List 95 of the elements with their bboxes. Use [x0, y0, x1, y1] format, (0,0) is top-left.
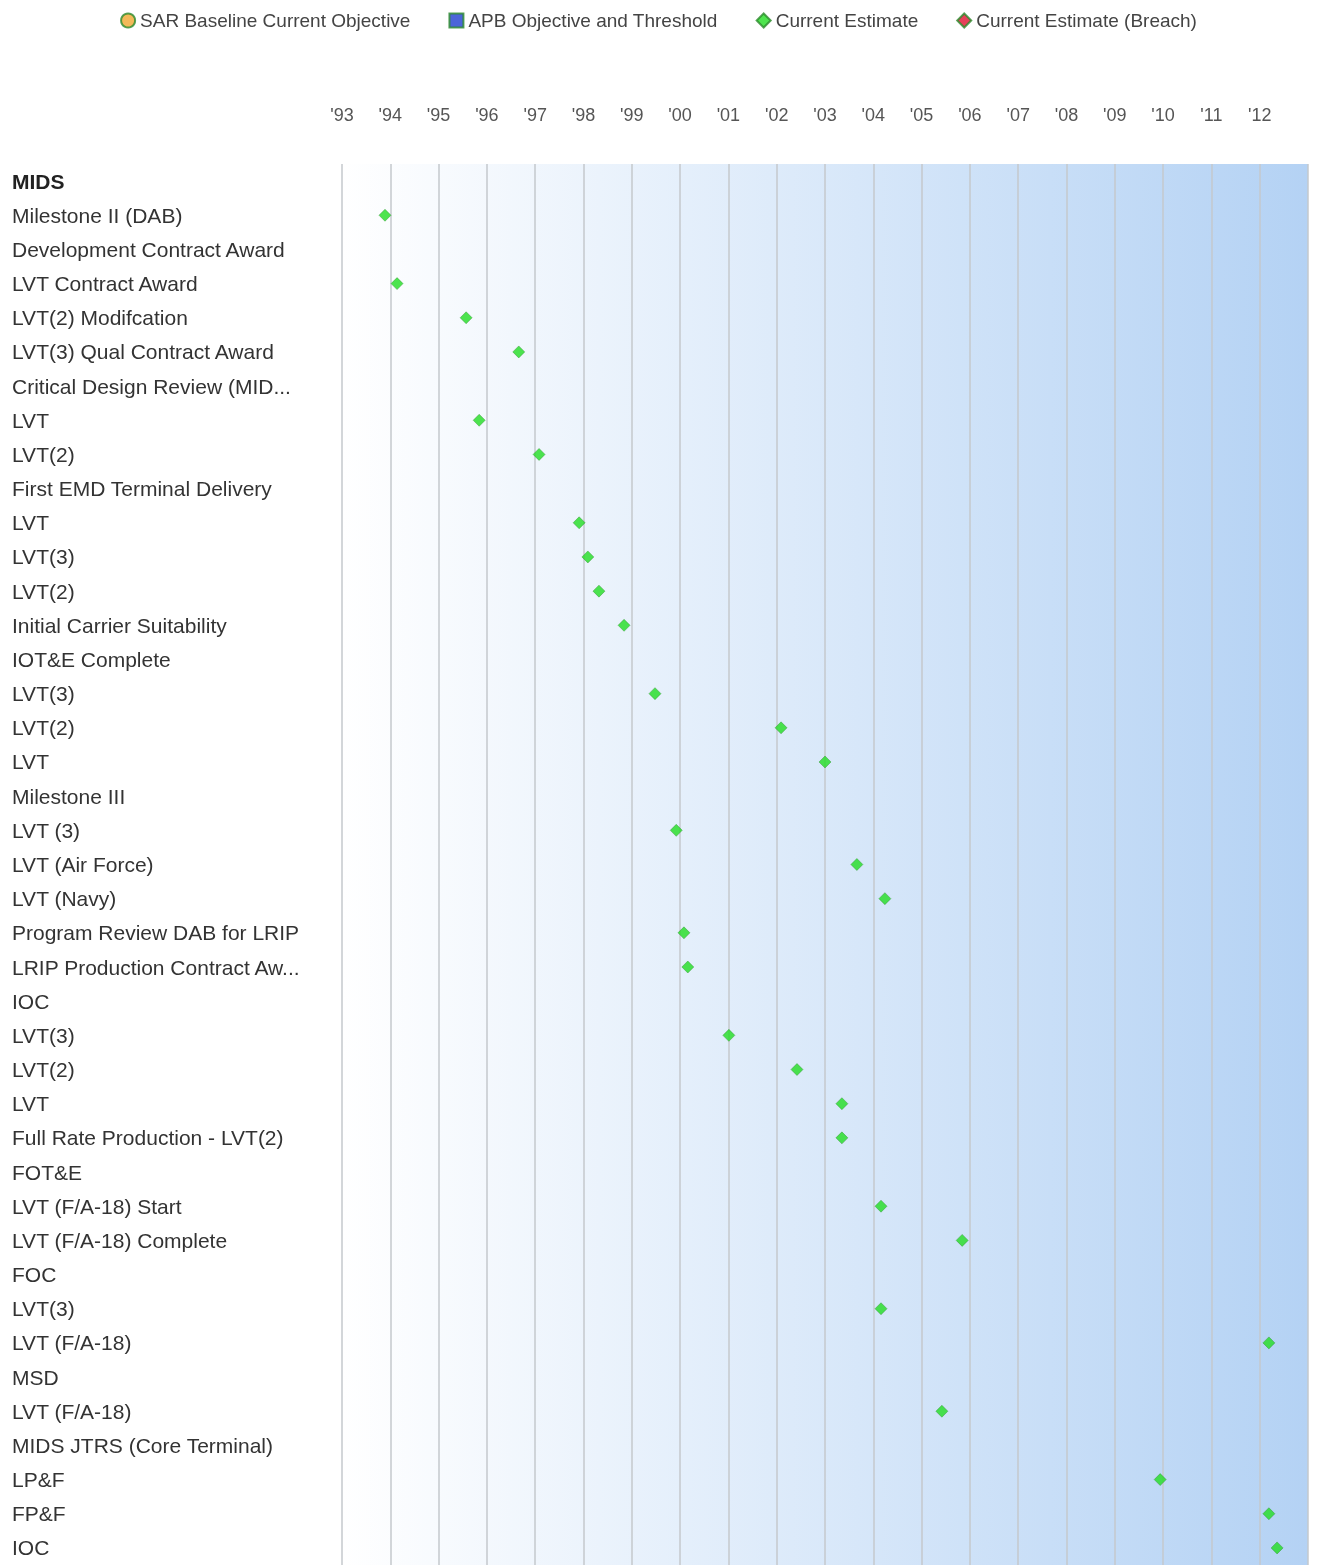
legend-label: Current Estimate	[775, 10, 919, 31]
y-tick-label: LVT (Navy)	[12, 887, 117, 911]
point	[378, 209, 392, 222]
y-tick-label: LVT Contract Award	[12, 272, 198, 296]
point	[532, 448, 546, 461]
point	[669, 824, 683, 837]
y-tick-label: LVT(3)	[12, 1297, 75, 1321]
y-tick-label: IOT&E Complete	[12, 647, 171, 671]
point	[681, 960, 695, 974]
x-tick-label: '97	[523, 105, 547, 125]
point	[774, 721, 788, 735]
point	[1262, 1507, 1276, 1520]
y-tick-label: LVT (F/A-18)	[12, 1399, 132, 1423]
legend-label: Current Estimate (Breach)	[976, 10, 1197, 31]
y-tick-label: LVT (3)	[12, 818, 81, 842]
point	[390, 277, 404, 290]
point	[512, 345, 526, 359]
y-tick-label: FOT&E	[12, 1160, 83, 1184]
y-tick-label: Development Contract Award	[12, 237, 285, 261]
point	[818, 755, 832, 769]
y-tick-label: MSD	[12, 1365, 59, 1389]
y-tick-label: LVT	[12, 1092, 50, 1116]
y-tick-label: IOC	[12, 989, 50, 1013]
x-tick-label: '12	[1247, 105, 1272, 125]
y-tick-label: LVT	[12, 408, 50, 432]
point	[592, 584, 606, 598]
x-tick-label: '96	[475, 105, 499, 125]
x-tick-label: '08	[1054, 105, 1079, 125]
point	[835, 1097, 849, 1110]
x-tick-label: '94	[378, 105, 403, 125]
x-tick-label: '09	[1103, 105, 1127, 125]
point	[617, 619, 631, 632]
y-tick-label: First EMD Terminal Delivery	[12, 477, 273, 501]
point	[790, 1063, 804, 1076]
y-tick-label: Critical Design Review (MID...	[12, 374, 291, 398]
point	[472, 414, 486, 427]
x-tick-label: '01	[716, 105, 741, 125]
x-tick-label: '11	[1200, 105, 1223, 125]
y-tick-label: Milestone II (DAB)	[12, 203, 183, 227]
x-tick-label: '03	[813, 105, 837, 125]
y-tick-label: LVT(3)	[12, 682, 75, 706]
y-tick-label: LVT(2)	[12, 579, 75, 603]
y-tick-label: LVT(2) Modifcation	[12, 306, 188, 330]
y-tick-label: LVT(3) Qual Contract Award	[12, 340, 274, 364]
y-tick-label: LVT (F/A-18) Start	[12, 1194, 182, 1218]
x-tick-label: '06	[958, 105, 982, 125]
y-tick-label: LRIP Production Contract Aw...	[12, 955, 300, 979]
y-tick-label: LP&F	[12, 1468, 65, 1492]
x-tick-label: '02	[764, 105, 789, 125]
point	[677, 926, 691, 940]
point	[878, 892, 892, 905]
point	[955, 1234, 969, 1247]
y-tick-label: LVT	[12, 511, 50, 535]
y-tick-label: LVT(3)	[12, 1023, 75, 1047]
y-tick-label: IOC	[12, 1536, 50, 1560]
x-tick-label: '98	[571, 105, 596, 125]
point	[874, 1199, 888, 1213]
point	[459, 311, 473, 325]
x-tick-label: '04	[861, 105, 886, 125]
x-tick-label: '95	[426, 105, 451, 125]
point	[581, 550, 595, 564]
point	[835, 1131, 849, 1145]
point	[648, 687, 662, 700]
point	[1153, 1473, 1167, 1486]
legend-label: SAR Baseline Current Objective	[140, 10, 411, 31]
y-tick-label: MIDS	[12, 169, 65, 193]
y-tick-label: LVT(3)	[12, 545, 75, 569]
y-tick-label: LVT	[12, 750, 50, 774]
x-tick-label: '93	[330, 105, 354, 125]
point	[850, 858, 864, 871]
x-tick-label: '10	[1151, 105, 1175, 125]
x-tick-label: '05	[909, 105, 934, 125]
y-tick-label: LVT(2)	[12, 716, 75, 740]
x-tick-label: '07	[1006, 105, 1030, 125]
y-tick-label: Program Review DAB for LRIP	[12, 921, 300, 945]
y-tick-label: LVT(2)	[12, 1058, 75, 1082]
point	[572, 516, 586, 530]
y-tick-label: LVT (F/A-18) Complete	[12, 1228, 228, 1252]
y-tick-label: FP&F	[12, 1502, 66, 1526]
legend-label: APB Objective and Threshold	[468, 10, 718, 31]
y-tick-label: Full Rate Production - LVT(2)	[12, 1126, 284, 1150]
y-tick-label: LVT(2)	[12, 442, 75, 466]
x-tick-label: '99	[620, 105, 644, 125]
point	[722, 1029, 736, 1042]
y-tick-label: LVT (Air Force)	[12, 853, 154, 876]
y-tick-label: Initial Carrier Suitability	[12, 613, 228, 637]
y-tick-label: Milestone III	[12, 784, 126, 808]
x-tick-label: '00	[668, 105, 692, 125]
y-tick-label: LVT (F/A-18)	[12, 1331, 132, 1355]
point	[935, 1404, 949, 1418]
point	[1270, 1541, 1284, 1555]
point	[874, 1302, 888, 1315]
y-tick-label: MIDS JTRS (Core Terminal)	[12, 1433, 273, 1457]
y-tick-label: FOC	[12, 1263, 57, 1287]
point	[1262, 1336, 1276, 1350]
